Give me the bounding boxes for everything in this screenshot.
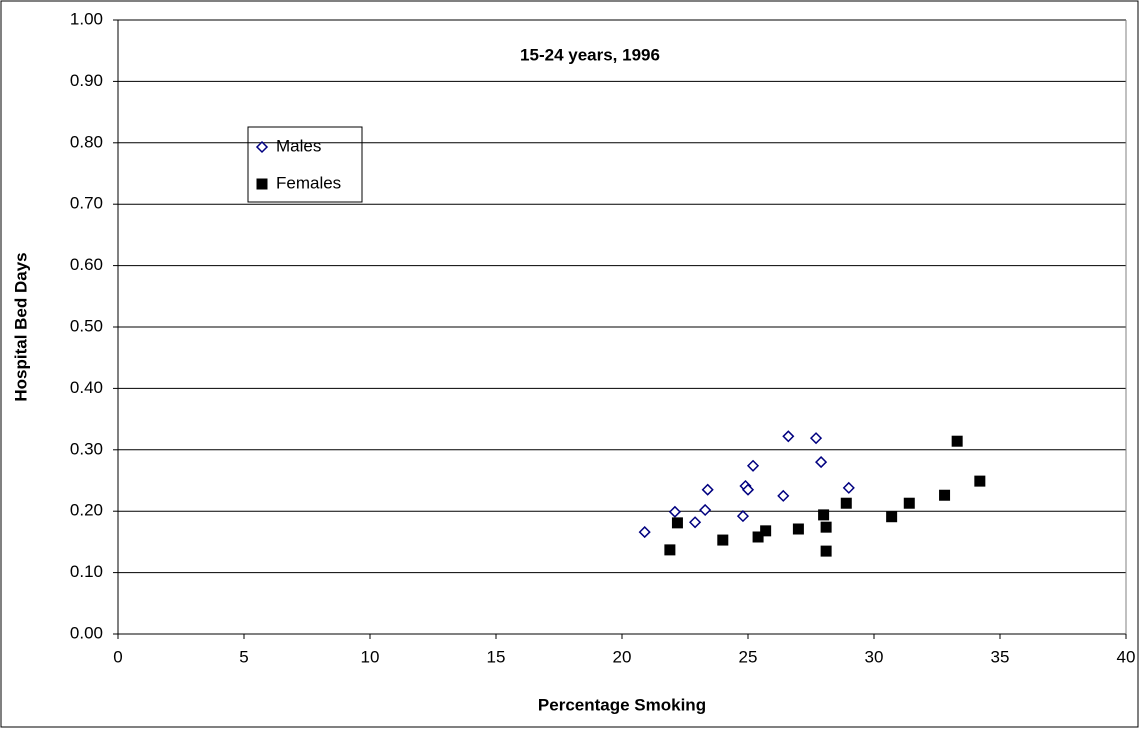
point xyxy=(939,489,951,501)
point xyxy=(820,521,832,533)
point xyxy=(974,475,986,487)
point xyxy=(809,432,823,445)
y-tick-label: 0.20 xyxy=(70,501,103,520)
y-tick-label: 1.00 xyxy=(70,9,103,28)
point xyxy=(777,489,790,502)
point xyxy=(815,456,828,469)
x-tick-label: 20 xyxy=(613,647,632,666)
y-tick-label: 0.40 xyxy=(70,378,103,397)
x-tick-label: 30 xyxy=(865,647,884,666)
x-tick-label: 0 xyxy=(113,647,122,666)
legend-marker xyxy=(256,178,268,190)
point xyxy=(741,483,755,496)
point xyxy=(820,545,832,557)
chart-title: 15-24 years, 1996 xyxy=(520,45,660,64)
point xyxy=(752,531,764,543)
point xyxy=(638,526,651,539)
x-axis-label: Percentage Smoking xyxy=(538,695,706,714)
x-tick-label: 25 xyxy=(739,647,758,666)
x-tick-label: 10 xyxy=(361,647,380,666)
y-tick-label: 0.30 xyxy=(70,439,103,458)
point xyxy=(951,435,963,447)
point xyxy=(717,534,729,546)
legend-label: Females xyxy=(276,173,341,192)
y-tick-label: 0.10 xyxy=(70,562,103,581)
y-tick-label: 0.00 xyxy=(70,623,103,642)
point xyxy=(689,516,702,529)
point xyxy=(701,483,714,496)
point xyxy=(792,523,804,535)
point xyxy=(671,517,683,529)
y-axis-label: Hospital Bed Days xyxy=(11,252,30,401)
x-tick-label: 40 xyxy=(1117,647,1136,666)
point xyxy=(668,505,681,518)
point xyxy=(840,497,852,509)
point xyxy=(903,497,915,509)
point xyxy=(782,430,795,443)
legend-label: Males xyxy=(276,136,321,155)
point xyxy=(699,503,712,517)
x-tick-label: 5 xyxy=(239,647,248,666)
x-tick-label: 15 xyxy=(487,647,506,666)
y-tick-label: 0.80 xyxy=(70,132,103,151)
y-tick-label: 0.50 xyxy=(70,316,103,335)
point xyxy=(760,525,772,537)
point xyxy=(746,459,760,472)
point xyxy=(664,544,676,556)
point xyxy=(842,481,855,494)
point xyxy=(818,509,830,521)
y-tick-label: 0.60 xyxy=(70,255,103,274)
y-tick-label: 0.70 xyxy=(70,194,103,213)
x-tick-label: 35 xyxy=(991,647,1010,666)
point xyxy=(736,510,750,523)
point xyxy=(886,511,898,523)
y-tick-label: 0.90 xyxy=(70,71,103,90)
legend-marker xyxy=(255,140,269,154)
